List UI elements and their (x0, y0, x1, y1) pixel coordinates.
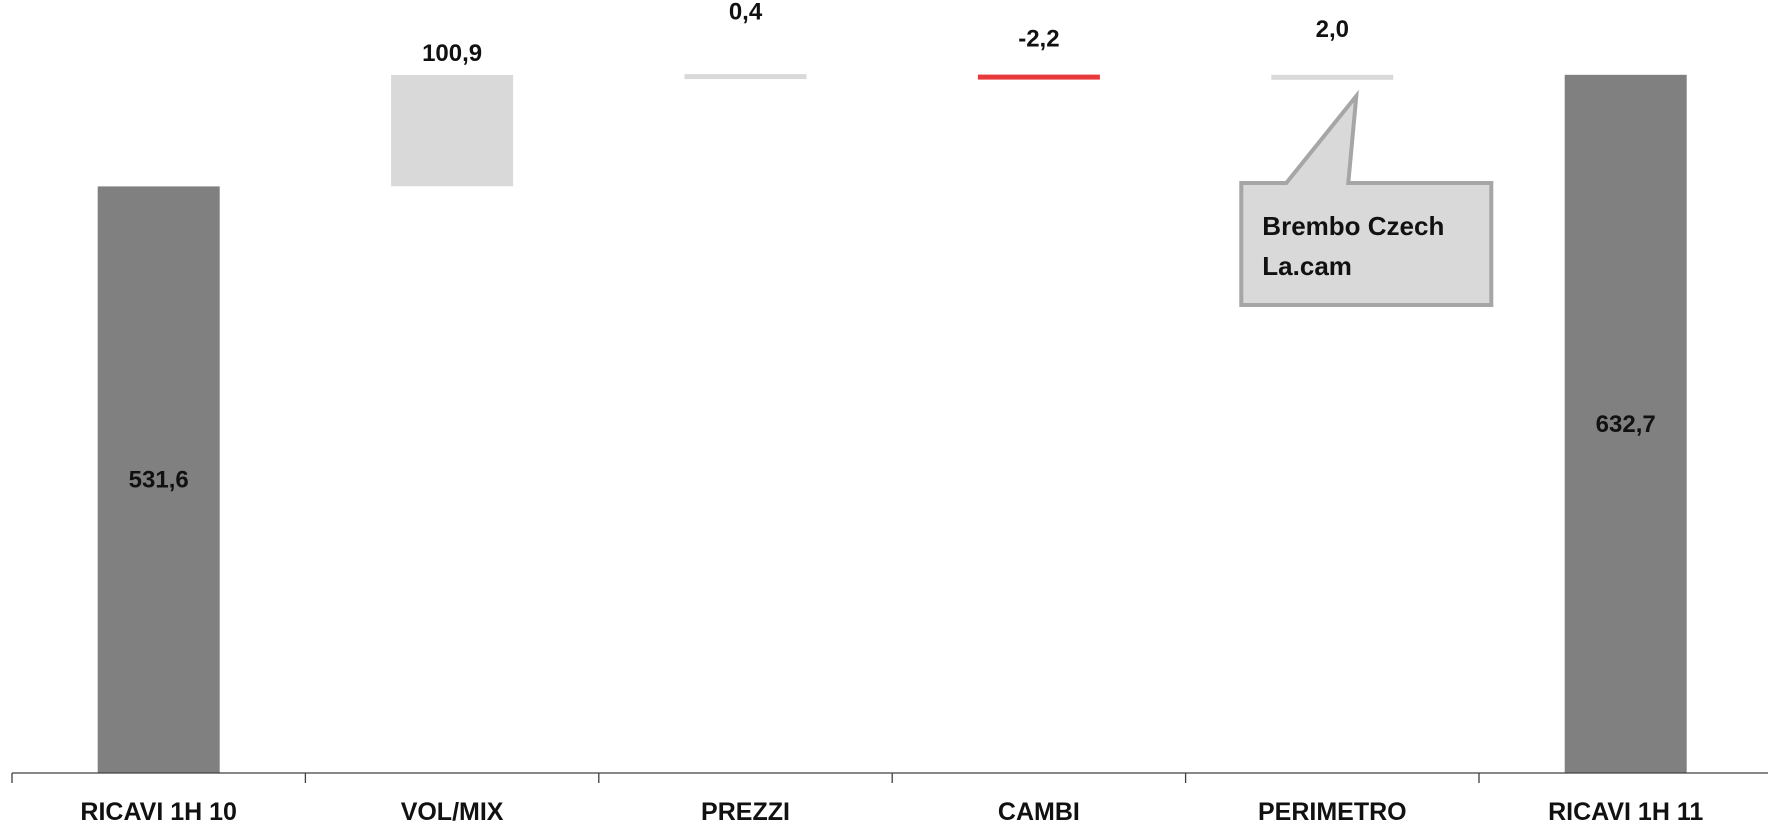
tick-label-cambi: CAMBI (998, 798, 1080, 826)
bar-cambi (978, 75, 1100, 80)
value-label-perimetro: 2,0 (1316, 16, 1349, 43)
bar-perimetro (1271, 75, 1393, 80)
value-label-cambi: -2,2 (1018, 26, 1059, 53)
tick-label-vol-mix: VOL/MIX (401, 798, 504, 826)
annotation-callout: Brembo Czech La.cam (1241, 96, 1491, 305)
tick-label-perimetro: PERIMETRO (1258, 798, 1407, 826)
tick-label-prezzi: PREZZI (701, 798, 790, 826)
value-label-prezzi: 0,4 (729, 0, 763, 26)
tick-label-ricavi-1h-11: RICAVI 1H 11 (1548, 798, 1703, 826)
bar-vol-mix (391, 75, 513, 186)
bars-layer (98, 74, 1687, 773)
tick-label-ricavi-1h-10: RICAVI 1H 10 (80, 798, 237, 826)
callout-text-line: La.cam (1262, 251, 1352, 281)
value-label-ricavi-1h-10: 531,6 (129, 467, 189, 494)
bar-prezzi (685, 74, 807, 79)
callout-text-line: Brembo Czech (1262, 211, 1444, 241)
value-label-ricavi-1h-11: 632,7 (1596, 411, 1656, 438)
x-axis: RICAVI 1H 10 VOL/MIX PREZZI CAMBI PERIMETRO R… (12, 773, 1768, 826)
value-label-vol-mix: 100,9 (422, 40, 482, 67)
